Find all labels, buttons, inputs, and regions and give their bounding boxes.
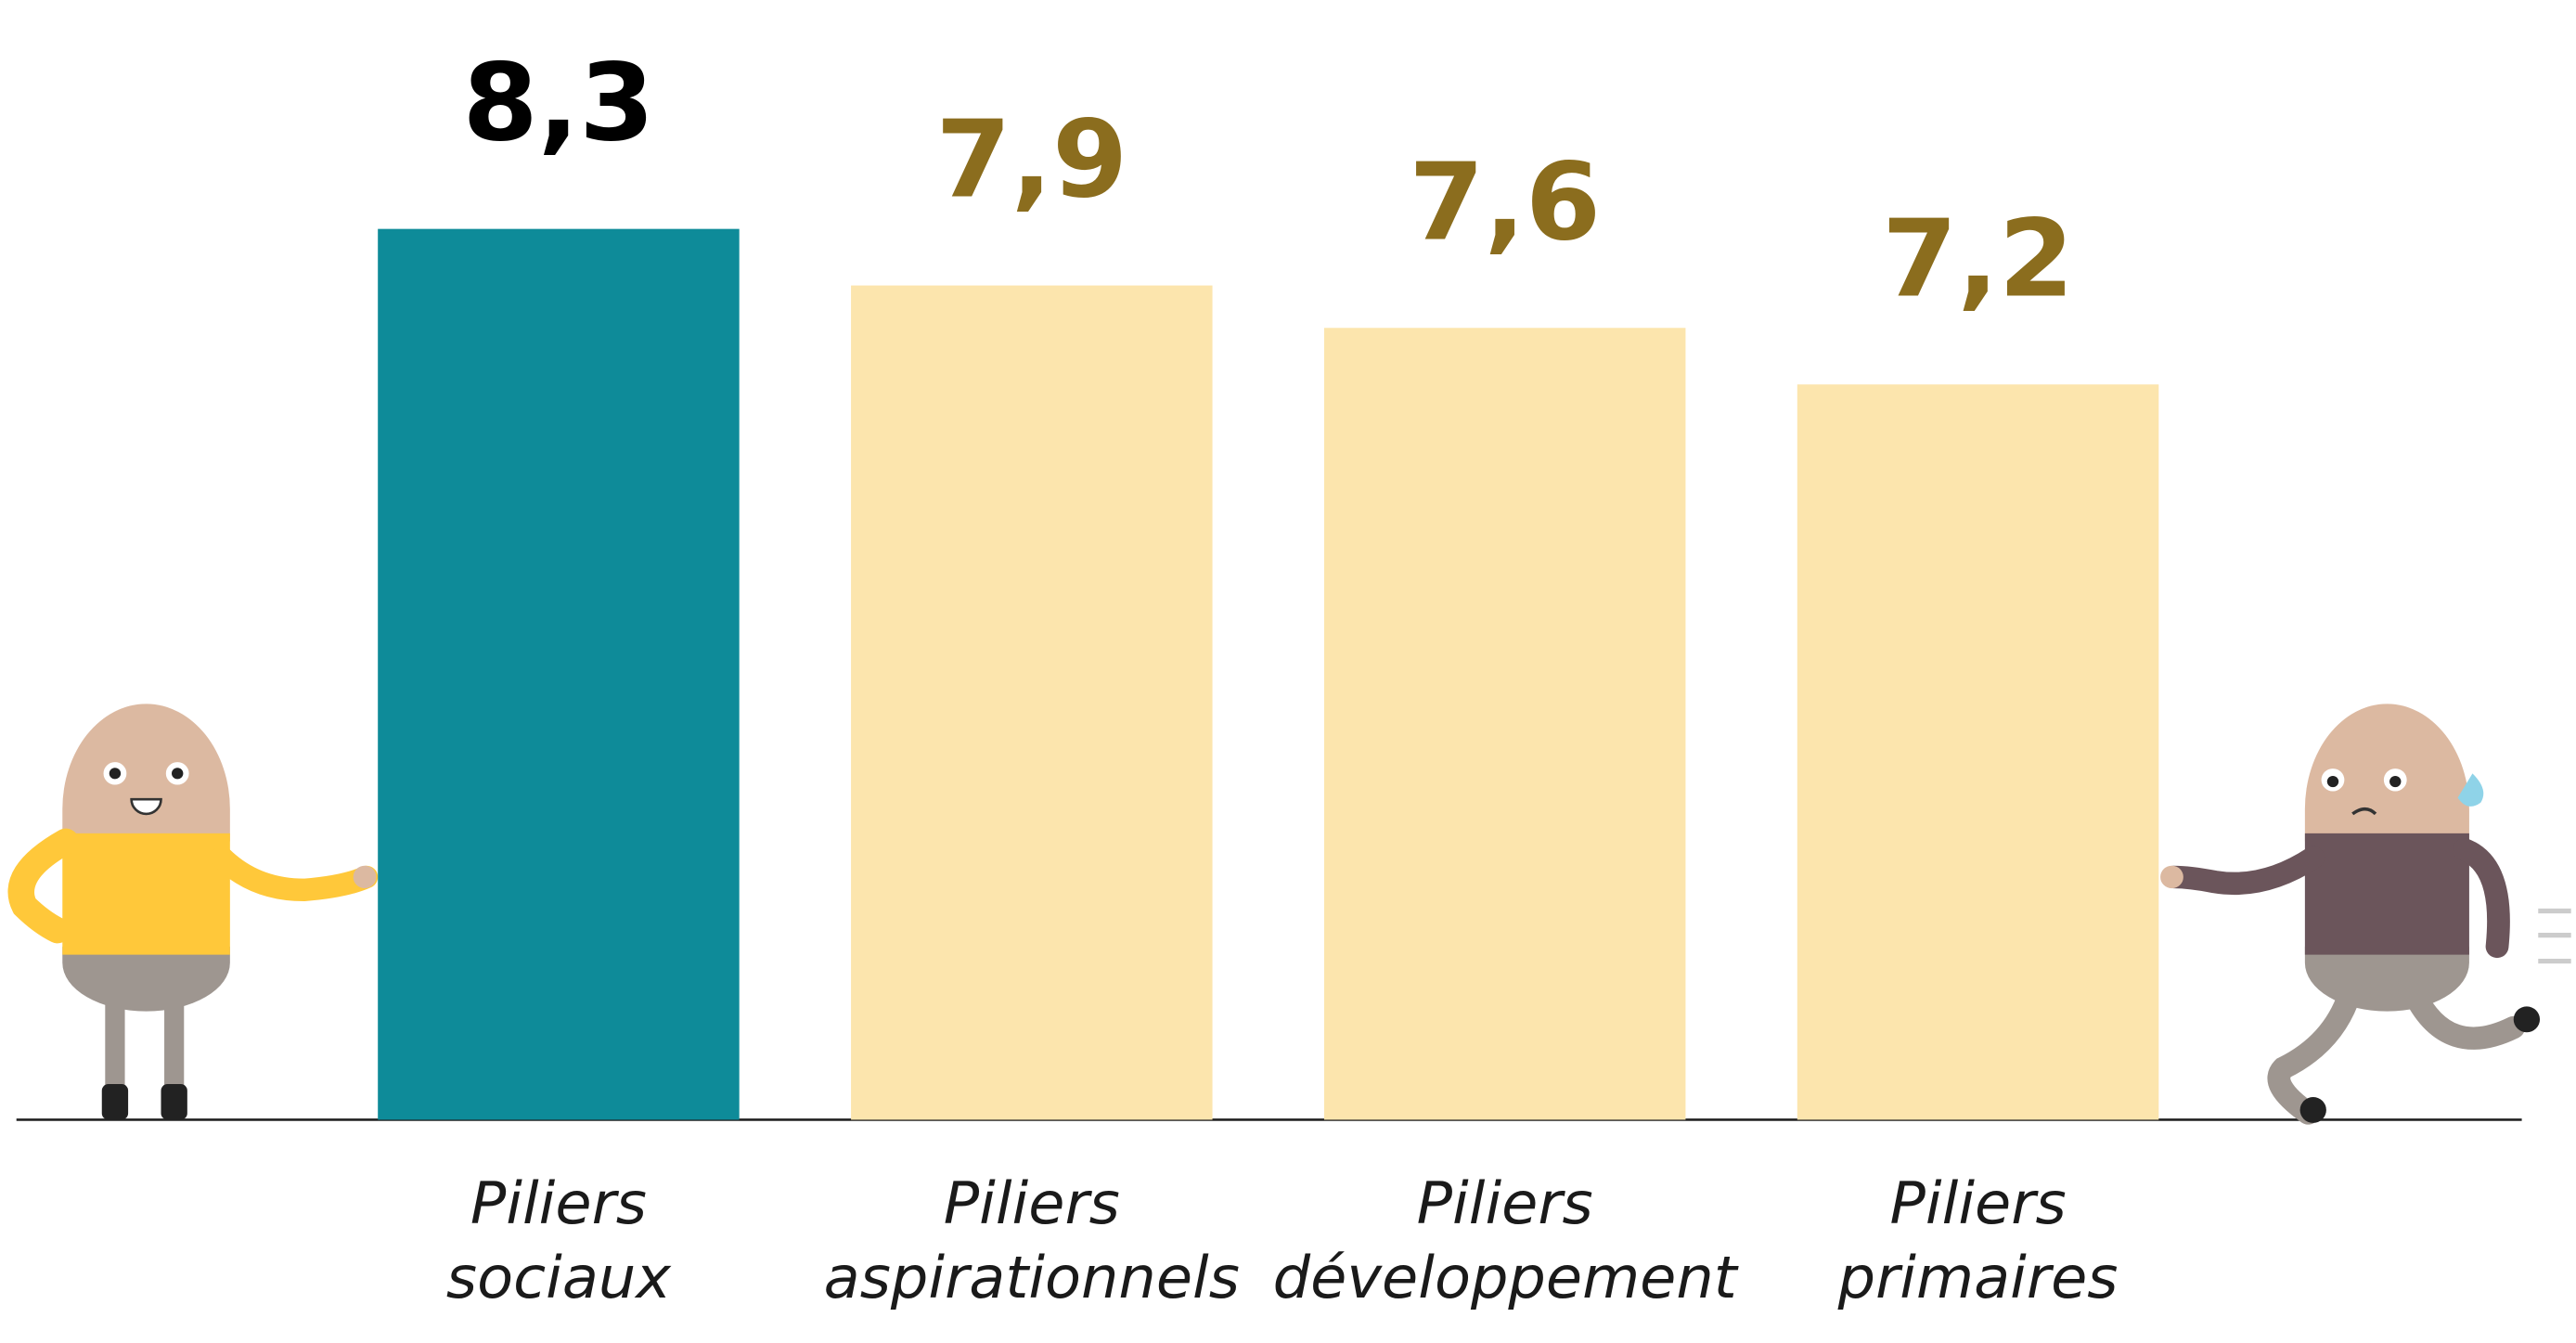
bar: [1797, 384, 2158, 1119]
x-tick-label: Piliers aspirationnels: [824, 1169, 1240, 1317]
category-label-box: Piliers aspirationnels: [785, 1169, 1278, 1343]
x-tick-label: Piliers sociaux: [446, 1169, 671, 1317]
value-label: 7,9: [935, 98, 1127, 223]
bar: [1324, 328, 1685, 1119]
value-label: 7,2: [1882, 197, 2074, 321]
right-character: [2160, 704, 2571, 1123]
category-label-wrap: Piliers aspirationnels: [785, 1169, 1278, 1317]
bar: [378, 229, 739, 1120]
x-tick-label: Piliers primaires: [1838, 1169, 2119, 1317]
category-label-box: Piliers développement: [1258, 1169, 1751, 1343]
category-label-wrap: Piliers primaires: [1732, 1169, 2224, 1317]
page: {"chart_data": {"type": "bar", "categori…: [0, 0, 2576, 1343]
category-label-wrap: Piliers développement: [1258, 1169, 1751, 1317]
left-character: [21, 704, 377, 1119]
category-label-box: Piliers primaires: [1732, 1169, 2224, 1343]
chart: 8,3 Piliers sociaux 7,9 Piliers aspirationn…: [0, 0, 2576, 1343]
x-tick-label: Piliers développement: [1273, 1169, 1737, 1317]
category-label-box: Piliers sociaux: [312, 1169, 805, 1343]
value-label: 7,6: [1409, 140, 1601, 265]
category-label-wrap: Piliers sociaux: [312, 1169, 805, 1317]
bar: [851, 286, 1212, 1120]
value-label: 8,3: [462, 42, 654, 166]
